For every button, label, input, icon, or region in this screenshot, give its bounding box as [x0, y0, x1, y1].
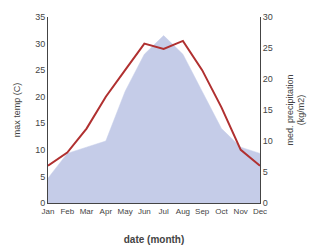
svg-text:5: 5: [40, 172, 45, 182]
svg-text:date (month): date (month): [124, 234, 185, 245]
svg-text:30: 30: [263, 12, 273, 22]
svg-text:5: 5: [263, 167, 268, 177]
svg-text:15: 15: [35, 118, 45, 128]
svg-text:Sep: Sep: [195, 207, 210, 216]
svg-text:35: 35: [35, 12, 45, 22]
svg-text:max temp (C): max temp (C): [12, 83, 22, 138]
svg-text:May: May: [118, 207, 133, 216]
svg-text:Jun: Jun: [138, 207, 151, 216]
svg-text:med. precipitation(kg/m2): med. precipitation(kg/m2): [285, 74, 307, 145]
svg-text:Nov: Nov: [234, 207, 248, 216]
svg-text:10: 10: [263, 136, 273, 146]
svg-text:Oct: Oct: [215, 207, 228, 216]
svg-text:15: 15: [263, 105, 273, 115]
svg-text:Feb: Feb: [60, 207, 74, 216]
svg-text:30: 30: [35, 39, 45, 49]
svg-text:Aug: Aug: [176, 207, 190, 216]
svg-text:25: 25: [263, 43, 273, 53]
svg-text:Mar: Mar: [80, 207, 94, 216]
svg-text:Dec: Dec: [253, 207, 267, 216]
svg-text:Jul: Jul: [159, 207, 169, 216]
svg-text:20: 20: [263, 74, 273, 84]
svg-text:0: 0: [40, 198, 45, 208]
svg-text:10: 10: [35, 145, 45, 155]
svg-text:Apr: Apr: [100, 207, 113, 216]
svg-text:25: 25: [35, 65, 45, 75]
svg-text:20: 20: [35, 92, 45, 102]
svg-text:0: 0: [263, 198, 268, 208]
svg-text:Jan: Jan: [42, 207, 55, 216]
